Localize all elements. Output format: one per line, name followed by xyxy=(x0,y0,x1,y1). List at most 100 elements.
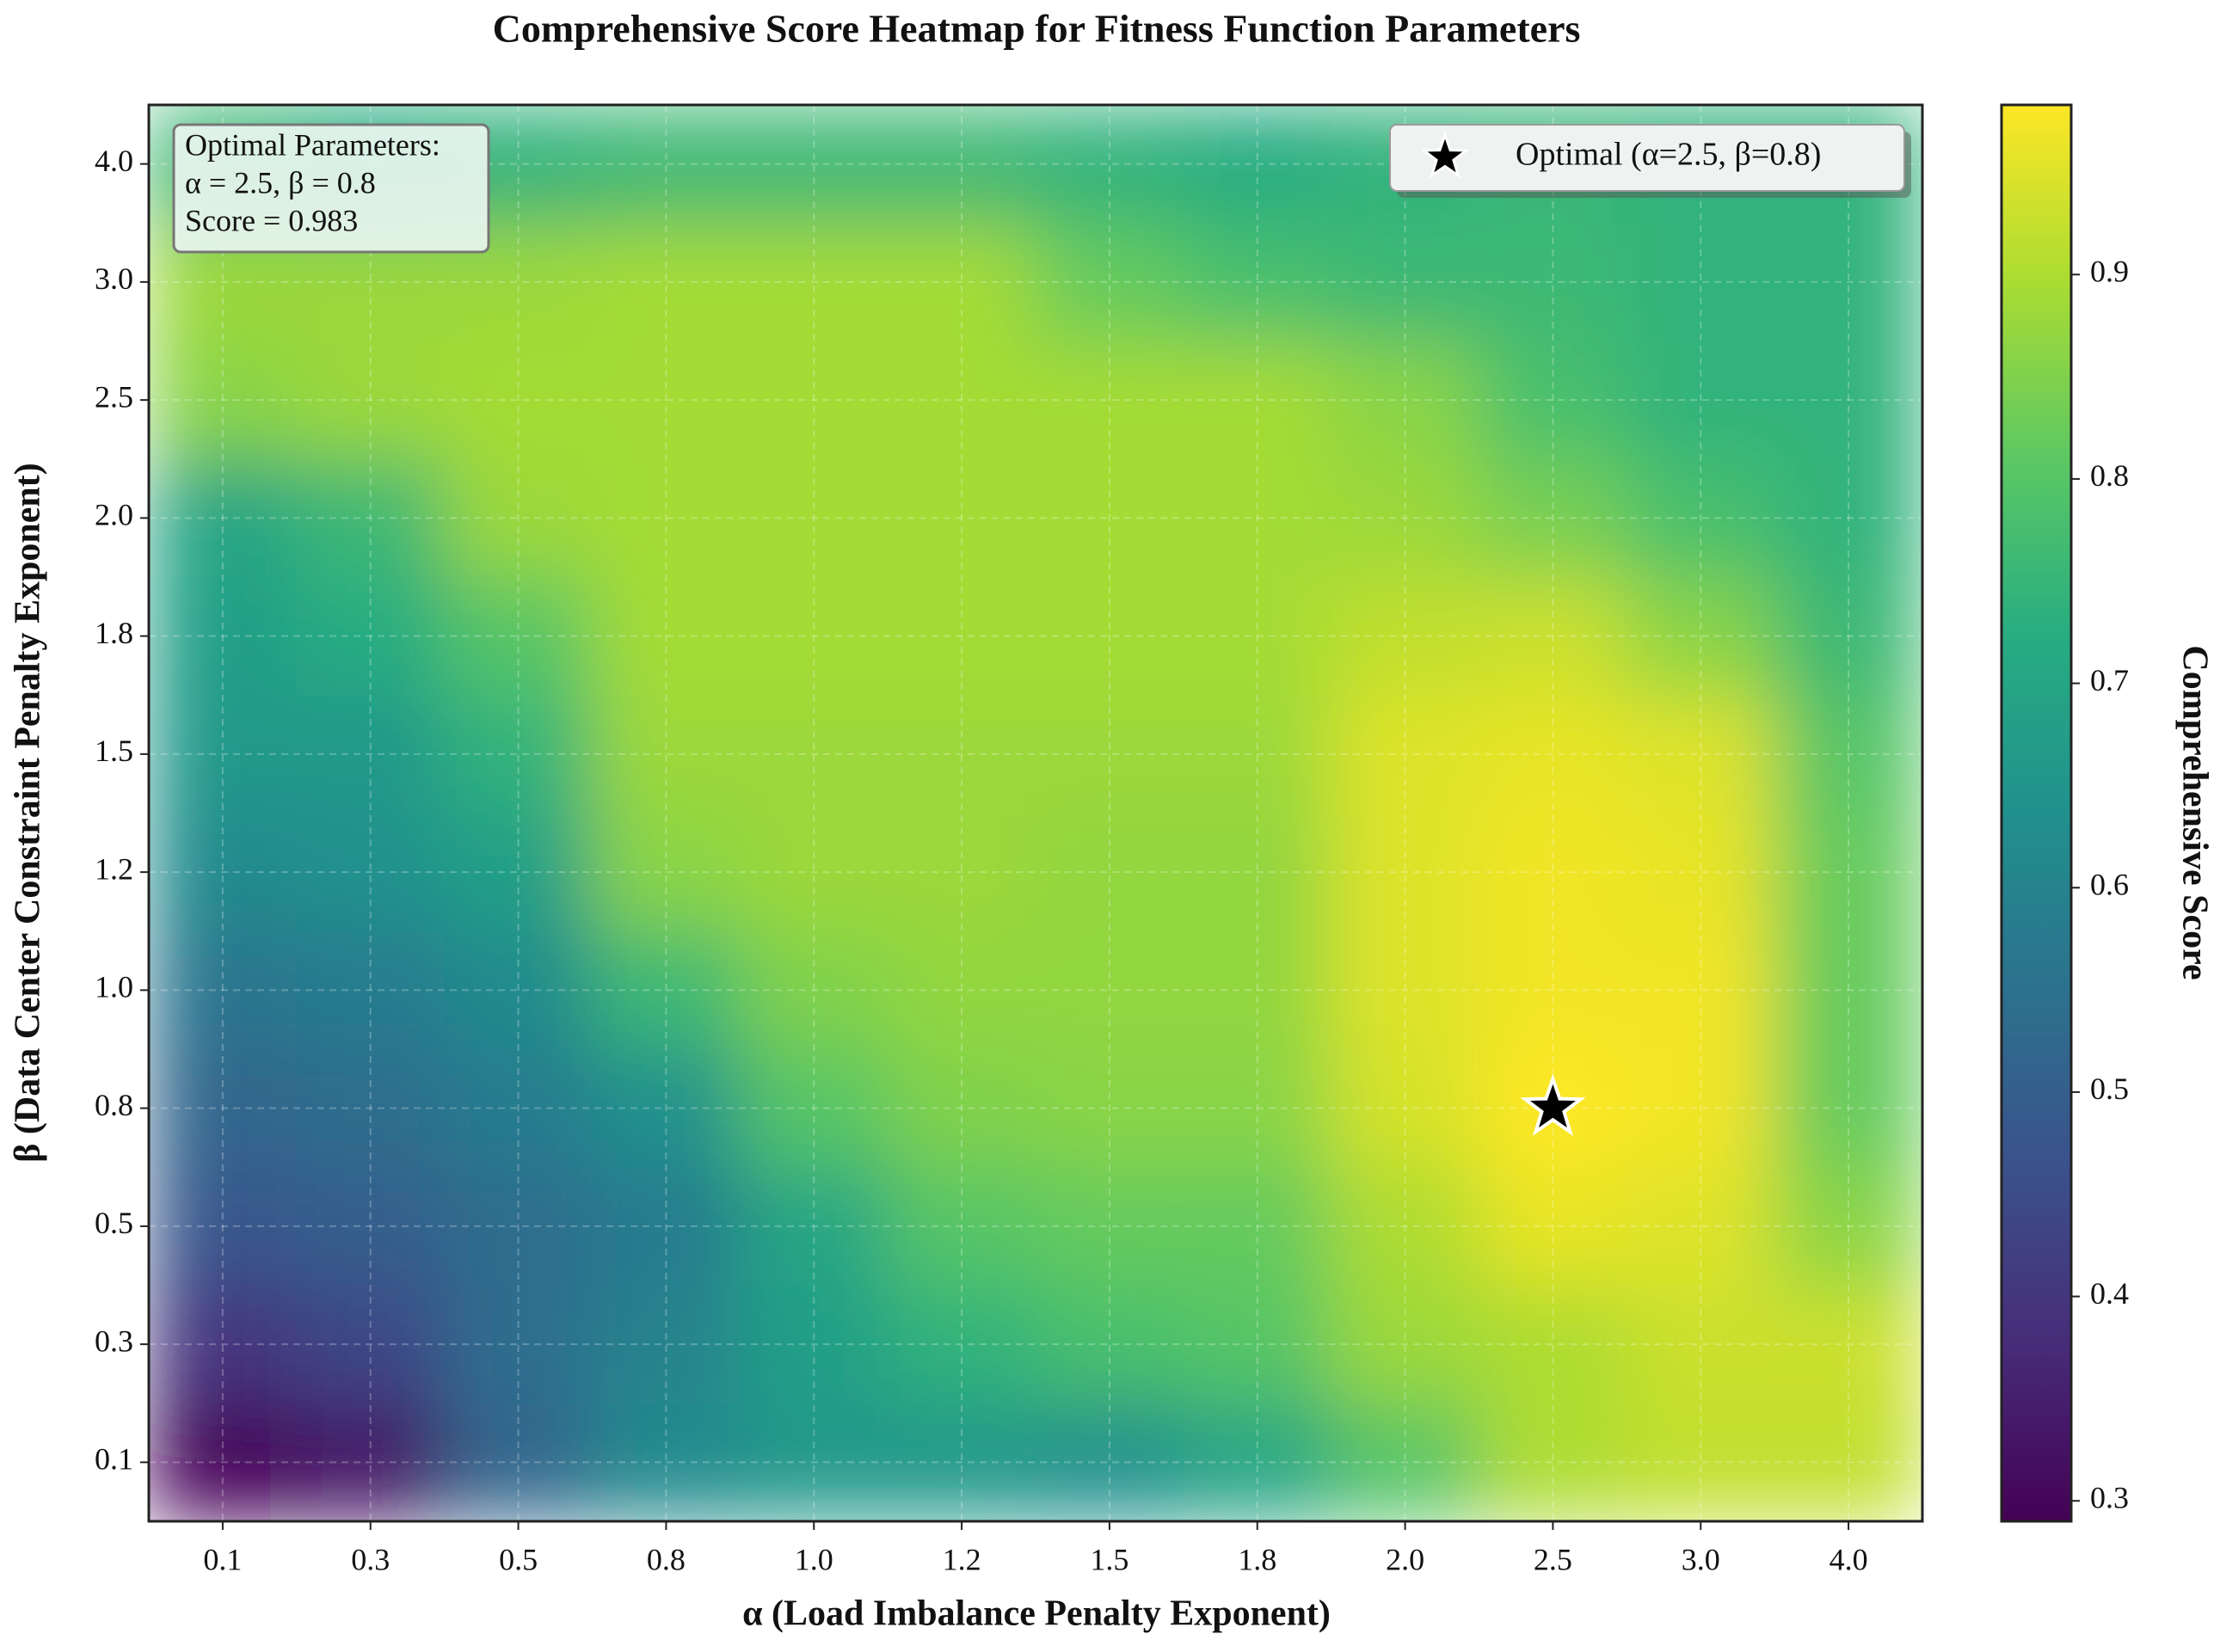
y-tick-label: 1.2 xyxy=(95,851,133,886)
heatmap-cell xyxy=(1331,1403,1479,1521)
heatmap-cell xyxy=(296,1048,446,1168)
optimal-marker xyxy=(1520,1073,1586,1137)
heatmap-cells xyxy=(149,105,1922,1521)
heatmap-cell xyxy=(887,813,1036,932)
heatmap-cell xyxy=(1183,1166,1332,1286)
heatmap-cell xyxy=(1479,1285,1627,1404)
annotation-line: Score = 0.983 xyxy=(185,203,358,237)
heatmap-cell xyxy=(1626,222,1775,341)
heatmap-cell xyxy=(444,341,593,460)
heatmap-cell xyxy=(1183,341,1332,460)
heatmap-cell xyxy=(1183,1285,1332,1404)
heatmap-cell xyxy=(887,930,1036,1050)
annotation-line: α = 2.5, β = 0.8 xyxy=(185,165,376,200)
x-tick-label: 2.5 xyxy=(1534,1542,1572,1576)
heatmap-cell xyxy=(1479,341,1627,460)
y-tick-label: 0.8 xyxy=(95,1088,133,1122)
heatmap-cell xyxy=(1626,1048,1775,1168)
heatmap-cell xyxy=(1774,458,1922,578)
y-tick-label: 2.5 xyxy=(95,379,133,414)
x-tick-label: 0.8 xyxy=(647,1542,686,1576)
x-tick-label: 1.2 xyxy=(943,1542,981,1576)
heatmap-cell xyxy=(887,1403,1036,1521)
annotation-line: Optimal Parameters: xyxy=(185,127,440,162)
heatmap-cell xyxy=(592,341,741,460)
heatmap-cell xyxy=(1479,1403,1627,1521)
plot-frame xyxy=(147,103,1924,1523)
heatmap-cell xyxy=(1035,222,1184,341)
colorbar-tick-label: 0.4 xyxy=(2090,1276,2129,1311)
heatmap-cell xyxy=(739,458,889,578)
heatmap-cell xyxy=(444,576,593,696)
heatmap-cell xyxy=(1331,1166,1479,1286)
heatmap-cell xyxy=(1035,813,1184,932)
legend: Optimal (α=2.5, β=0.8) xyxy=(1389,124,1911,198)
heatmap-cell xyxy=(1183,1403,1332,1521)
heatmap-cell xyxy=(1331,222,1479,341)
x-tick-label: 1.8 xyxy=(1238,1542,1276,1576)
heatmap-cell xyxy=(1183,105,1332,224)
colorbar-tick-label: 0.9 xyxy=(2090,255,2129,289)
heatmap-cell xyxy=(887,1048,1036,1168)
annotation-frame xyxy=(172,123,490,254)
heatmap-cell xyxy=(592,813,741,932)
heatmap-cell xyxy=(296,813,446,932)
heatmap-cell xyxy=(444,930,593,1050)
y-tick-label: 1.5 xyxy=(95,734,133,768)
heatmap-cell xyxy=(1774,813,1922,932)
heatmap-cell xyxy=(739,105,889,224)
heatmap-cell xyxy=(887,576,1036,696)
heatmap-cell xyxy=(1035,1166,1184,1286)
heatmap-cell xyxy=(1626,694,1775,814)
heatmap-cell xyxy=(1331,341,1479,460)
x-tick-label: 0.1 xyxy=(203,1542,242,1576)
heatmap-cell xyxy=(887,694,1036,814)
heatmap-cell xyxy=(1774,1048,1922,1168)
heatmap-cell xyxy=(296,1403,446,1521)
heatmap-cell xyxy=(1035,458,1184,578)
legend-marker xyxy=(1419,131,1471,179)
heatmap-cell xyxy=(887,1285,1036,1404)
heatmap-cell xyxy=(149,1048,298,1168)
colorbar-tick-label: 0.5 xyxy=(2090,1072,2129,1106)
heatmap-cell xyxy=(592,694,741,814)
heatmap-cell xyxy=(739,930,889,1050)
heatmap-cell xyxy=(296,930,446,1050)
heatmap-cell xyxy=(1626,1403,1775,1521)
heatmap-cell xyxy=(739,1403,889,1521)
heatmap-cell xyxy=(444,1166,593,1286)
y-tick-label: 2.0 xyxy=(95,498,133,532)
heatmap-cell xyxy=(739,694,889,814)
heatmap-cell xyxy=(149,1403,298,1521)
heatmap-cell xyxy=(296,1285,446,1404)
heatmap-cell xyxy=(1331,813,1479,932)
plot-area xyxy=(149,105,1922,1521)
heatmap-cell xyxy=(1331,458,1479,578)
heatmap-cell xyxy=(1183,930,1332,1050)
heatmap-cell xyxy=(1035,1403,1184,1521)
heatmap-cell xyxy=(739,1048,889,1168)
heatmap-cell xyxy=(887,341,1036,460)
colorbar-tick-label: 0.3 xyxy=(2090,1480,2129,1514)
heatmap-cell xyxy=(1479,1166,1627,1286)
heatmap-cell xyxy=(1035,341,1184,460)
heatmap-cell xyxy=(444,1285,593,1404)
heatmap-cell xyxy=(296,458,446,578)
x-axis-label: α (Load Imbalance Penalty Exponent) xyxy=(742,1594,1331,1634)
y-tick-label: 1.8 xyxy=(95,616,133,650)
x-tick-label: 3.0 xyxy=(1682,1542,1720,1576)
heatmap-cell xyxy=(1183,694,1332,814)
x-tick-label: 2.0 xyxy=(1386,1542,1424,1576)
heatmap-cell xyxy=(739,341,889,460)
heatmap-cell xyxy=(887,222,1036,341)
heatmap-cell xyxy=(1035,930,1184,1050)
heatmap-cell xyxy=(1626,576,1775,696)
heatmap-cell xyxy=(739,1166,889,1286)
heatmap-cell xyxy=(1183,458,1332,578)
y-tick-label: 0.5 xyxy=(95,1206,133,1240)
y-tick-label: 0.3 xyxy=(95,1323,133,1358)
heatmap-cell xyxy=(887,105,1036,224)
heatmap-cell xyxy=(1183,576,1332,696)
heatmap-cell xyxy=(592,930,741,1050)
heatmap-cell xyxy=(1331,694,1479,814)
